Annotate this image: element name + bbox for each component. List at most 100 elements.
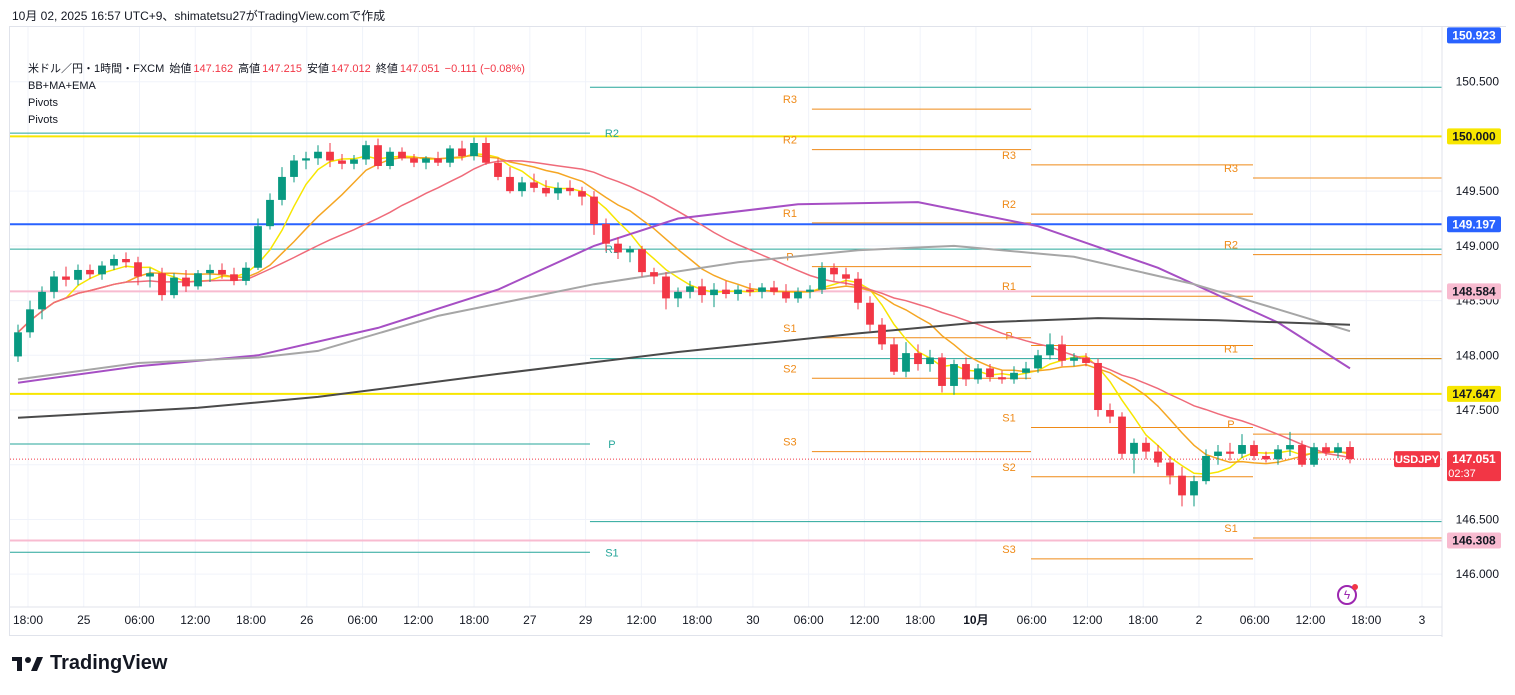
daily-pivot-label: R1	[783, 208, 797, 220]
candle-body	[206, 269, 214, 274]
daily-pivot-label: P	[1227, 419, 1234, 431]
candle-body	[1022, 368, 1030, 373]
x-tick-label: 18:00	[459, 613, 489, 627]
candle-body	[242, 267, 250, 281]
high-value: 147.215	[262, 63, 302, 75]
candle-body	[578, 191, 586, 197]
daily-pivot-label: R3	[1224, 163, 1238, 175]
price-badge-text: 146.308	[1452, 533, 1496, 547]
candle-body	[266, 199, 274, 227]
price-badge-text: 147.647	[1452, 387, 1496, 401]
x-tick-label: 06:00	[125, 613, 155, 627]
chart-legend: 米ドル／円・1時間・FXCM 始値 147.162 高値 147.215 安値 147…	[28, 61, 527, 129]
candle-body	[110, 259, 118, 266]
candle-body	[758, 287, 766, 292]
candle-body	[1118, 416, 1126, 454]
candle-body	[1190, 481, 1198, 496]
daily-pivot-label: S2	[1002, 462, 1015, 474]
candle-body	[614, 243, 622, 253]
candle-body	[626, 249, 634, 253]
candle-body	[230, 274, 238, 281]
candle-body	[986, 368, 994, 378]
high-label: 高値	[238, 63, 261, 75]
daily-pivot-label: S2	[783, 363, 796, 375]
grid-lines	[10, 27, 1442, 607]
candle-body	[998, 377, 1006, 380]
candle-body	[902, 353, 910, 372]
candle-body	[98, 265, 106, 275]
candle-body	[1322, 447, 1330, 453]
x-tick-label: 18:00	[1128, 613, 1158, 627]
price-chart[interactable]: R2R1PS1R3R2R1PS1S2S3R3R2R1PS1S2S3R3R2R1P…	[10, 27, 1507, 637]
candle-body	[398, 151, 406, 159]
x-tick-label: 12:00	[849, 613, 879, 627]
candle-body	[1262, 455, 1270, 460]
candle-body	[890, 344, 898, 372]
candle-body	[1286, 445, 1294, 450]
candle-body	[722, 289, 730, 295]
candle-body	[674, 291, 682, 299]
daily-pivot-label: R2	[783, 135, 797, 147]
x-tick-label: 06:00	[348, 613, 378, 627]
price-badge	[1447, 128, 1501, 145]
y-tick-label: 149.000	[1456, 239, 1500, 253]
candle-body	[698, 286, 706, 296]
x-tick-label: 12:00	[1072, 613, 1102, 627]
candle-body	[710, 289, 718, 296]
candle-body	[1166, 462, 1174, 476]
candle-body	[1274, 449, 1282, 460]
x-tick-label: 18:00	[236, 613, 266, 627]
indicator-pivots-2[interactable]: Pivots	[28, 114, 58, 126]
x-tick-label: 2	[1196, 613, 1203, 627]
y-tick-label: 146.500	[1456, 512, 1500, 526]
candle-body	[1178, 475, 1186, 496]
candle-body	[314, 151, 322, 159]
indicator-bbmaema[interactable]: BB+MA+EMA	[28, 80, 96, 92]
low-label: 安値	[307, 63, 329, 75]
candle-body	[806, 289, 814, 292]
daily-pivot-label: R1	[1224, 344, 1238, 356]
notification-dot	[1352, 584, 1358, 590]
x-tick-label: 25	[77, 613, 91, 627]
candle-body	[446, 148, 454, 163]
candle-body	[1214, 451, 1222, 456]
price-badge	[1447, 532, 1501, 549]
low-value: 147.012	[331, 63, 371, 75]
candle-body	[290, 160, 298, 177]
candle-body	[1130, 442, 1138, 454]
candle-body	[878, 324, 886, 345]
candle-body	[866, 302, 874, 325]
chart-frame[interactable]: R2 R1 P S1 R3 R2 R1 P S1 S2 S3 R3 R2 R1 P S1 S2 S3 R3 R2 R1 P…	[9, 26, 1507, 637]
candle-body	[26, 309, 34, 333]
lightning-icon[interactable]: ϟ	[1337, 584, 1358, 605]
y-tick-label: 149.500	[1456, 184, 1500, 198]
last-price-text: 147.051	[1452, 452, 1496, 466]
candle-body	[542, 187, 550, 194]
x-tick-label: 06:00	[1017, 613, 1047, 627]
x-tick-label: 26	[300, 613, 314, 627]
candle-body	[1154, 451, 1162, 463]
candle-body	[1250, 445, 1258, 456]
candle-body	[566, 187, 574, 192]
price-badge	[1447, 385, 1501, 402]
daily-pivot-label: S3	[1002, 544, 1015, 556]
candle-body	[1070, 357, 1078, 361]
price-badge	[1447, 216, 1501, 233]
candle-body	[818, 267, 826, 290]
indicator-pivots-1[interactable]: Pivots	[28, 97, 58, 109]
ma-line	[17, 159, 1351, 459]
candle-body	[506, 176, 514, 192]
candle-body	[770, 287, 778, 292]
candle-body	[38, 291, 46, 310]
candle-body	[362, 145, 370, 160]
candle-body	[854, 278, 862, 303]
x-tick-label: 12:00	[180, 613, 210, 627]
candle-body	[1058, 344, 1066, 361]
candle-body	[374, 145, 382, 166]
ma-line	[17, 152, 1351, 475]
x-tick-label: 12:00	[1295, 613, 1325, 627]
candle-body	[1346, 447, 1354, 460]
candle-body	[1142, 442, 1150, 452]
weekly-pivot-label: S1	[605, 547, 618, 559]
candle-body	[434, 158, 442, 163]
